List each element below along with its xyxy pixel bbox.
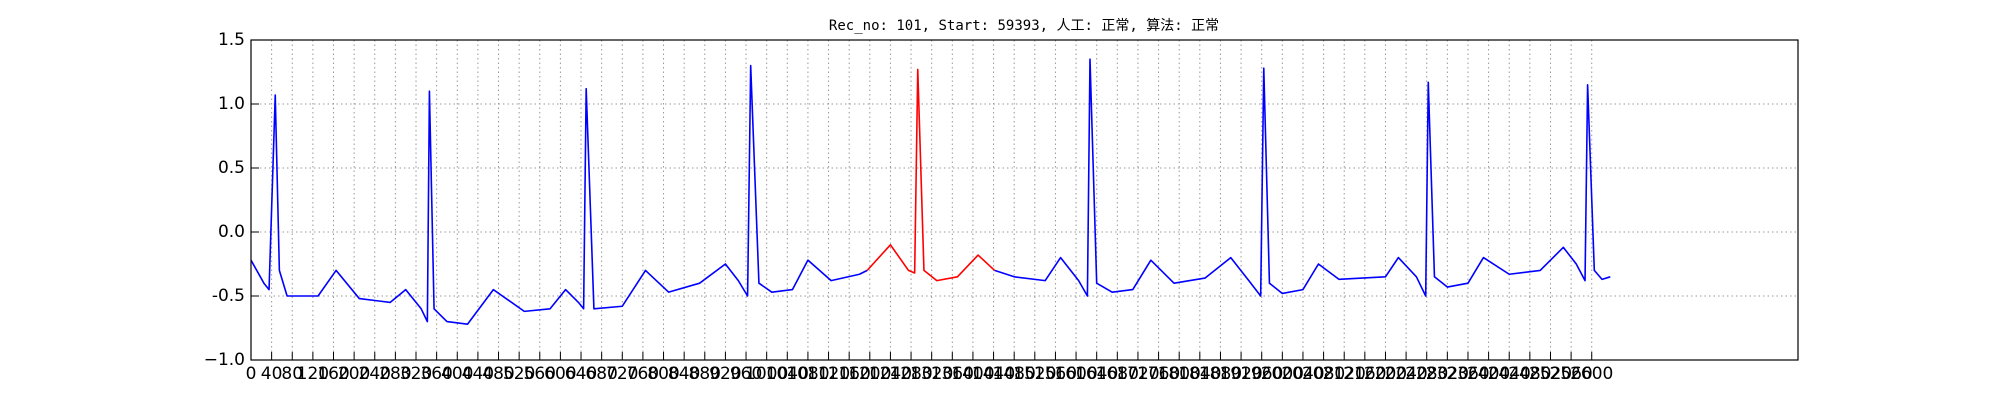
x-tick-label: 1560 (1034, 364, 1077, 384)
x-tick-label: 0 (246, 364, 257, 384)
y-tick-label: -0.5 (212, 286, 245, 306)
y-tick-label: 1.5 (218, 30, 245, 50)
x-tick-label: 2120 (1323, 364, 1366, 384)
x-tick-label: 2480 (1508, 364, 1551, 384)
x-tick-label: 800 (647, 364, 679, 384)
x-tick-label: 1160 (828, 364, 871, 384)
x-tick-label: 1680 (1096, 364, 1139, 384)
x-tick-label: 1840 (1178, 364, 1221, 384)
x-tick-label: 560 (524, 364, 556, 384)
x-tick-label: 120 (297, 364, 329, 384)
x-tick-label: 1760 (1137, 364, 1180, 384)
x-tick-label: 2280 (1405, 364, 1448, 384)
x-tick-label: 1400 (951, 364, 994, 384)
x-tick-label: 1120 (807, 364, 850, 384)
x-tick-label: 400 (441, 364, 473, 384)
x-tick-label: 880 (689, 364, 721, 384)
x-tick-label: 600 (544, 364, 576, 384)
x-tick-label: 1600 (1054, 364, 1097, 384)
x-tick-label: 480 (482, 364, 514, 384)
x-tick-label: 2080 (1302, 364, 1345, 384)
y-tick-label: 0.5 (218, 158, 245, 178)
x-tick-label: 1640 (1075, 364, 1118, 384)
x-tick-label: 760 (627, 364, 659, 384)
x-tick-label: 720 (606, 364, 638, 384)
x-tick-label: 360 (420, 364, 452, 384)
x-tick-label: 2040 (1281, 364, 1324, 384)
x-tick-label: 160 (317, 364, 349, 384)
x-tick-label: 280 (379, 364, 411, 384)
x-tick-label: 920 (709, 364, 741, 384)
y-tick-label: 0.0 (218, 222, 245, 242)
x-tick-label: 1280 (889, 364, 932, 384)
x-tick-label: 200 (338, 364, 370, 384)
x-tick-label: 1320 (910, 364, 953, 384)
x-tick-label: 1080 (786, 364, 829, 384)
x-tick-label: 240 (359, 364, 391, 384)
x-tick-label: 2600 (1570, 364, 1613, 384)
x-tick-label: 1440 (972, 364, 1015, 384)
x-tick-label: 1240 (869, 364, 912, 384)
x-tick-label: 840 (668, 364, 700, 384)
x-tick-label: 2200 (1364, 364, 1407, 384)
x-tick-label: 1000 (745, 364, 788, 384)
x-tick-label: 1880 (1199, 364, 1242, 384)
x-tick-label: 2240 (1384, 364, 1427, 384)
x-tick-label: 1720 (1116, 364, 1159, 384)
x-tick-label: 1520 (1013, 364, 1056, 384)
y-tick-label: 1.0 (218, 94, 245, 114)
x-tick-label: 960 (730, 364, 762, 384)
x-tick-label: 1200 (848, 364, 891, 384)
x-tick-label: 2520 (1529, 364, 1572, 384)
x-tick-label: 2000 (1261, 364, 1304, 384)
plot-frame (250, 39, 1799, 361)
y-tick-label: −1.0 (204, 350, 245, 370)
x-tick-label: 2320 (1426, 364, 1469, 384)
x-tick-label: 2560 (1549, 364, 1592, 384)
x-tick-label: 2360 (1446, 364, 1489, 384)
x-tick-label: 1480 (993, 364, 1036, 384)
x-tick-label: 640 (565, 364, 597, 384)
ecg-line (866, 68, 996, 282)
x-tick-label: 1360 (931, 364, 974, 384)
ecg-line (250, 58, 1611, 325)
x-tick-label: 2160 (1343, 364, 1386, 384)
x-tick-label: 80 (281, 364, 303, 384)
x-tick-label: 1960 (1240, 364, 1283, 384)
x-tick-label: 40 (261, 364, 283, 384)
x-tick-label: 440 (462, 364, 494, 384)
x-tick-label: 2400 (1467, 364, 1510, 384)
x-tick-label: 1800 (1158, 364, 1201, 384)
x-tick-label: 680 (585, 364, 617, 384)
chart-title: Rec_no: 101, Start: 59393, 人工: 正常, 算法: 正… (829, 18, 1219, 34)
x-tick-label: 1920 (1219, 364, 1262, 384)
x-tick-label: 320 (400, 364, 432, 384)
x-tick-label: 1040 (766, 364, 809, 384)
x-tick-label: 2440 (1488, 364, 1531, 384)
x-tick-label: 520 (503, 364, 535, 384)
